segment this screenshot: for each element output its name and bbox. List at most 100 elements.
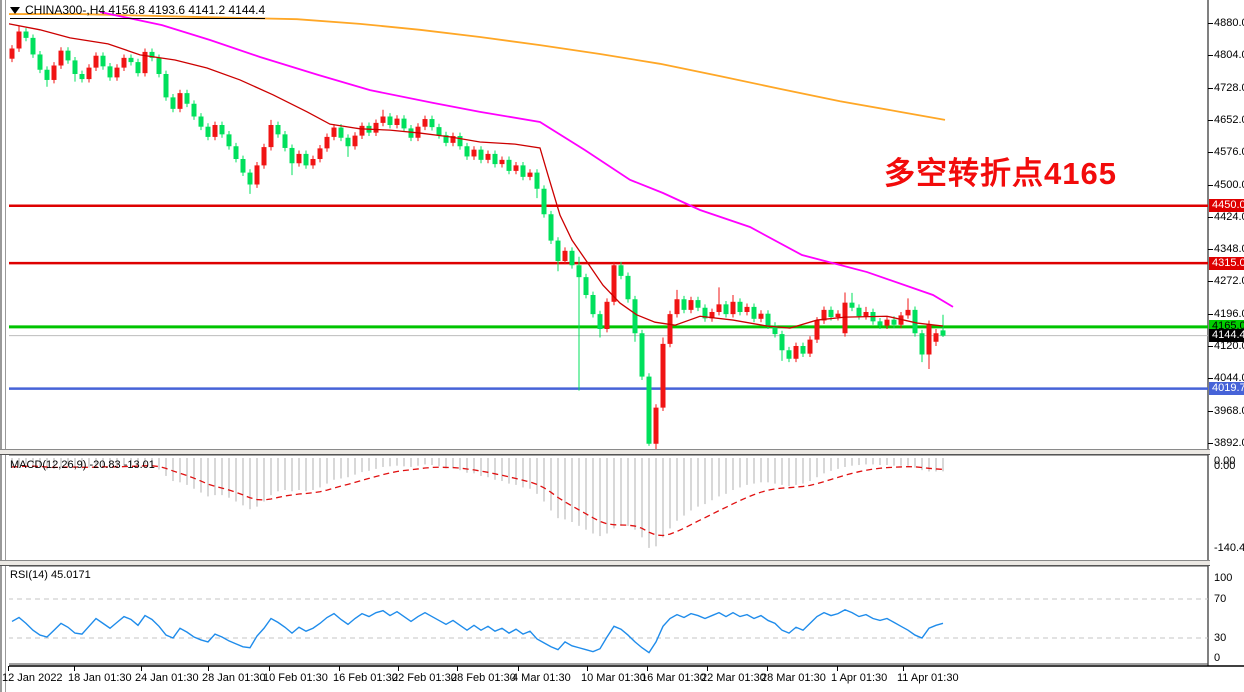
candle-body — [205, 126, 211, 137]
candle-body — [100, 55, 106, 67]
candle-body — [541, 188, 547, 215]
price-tick-label[interactable]: 4500.0 — [1214, 178, 1244, 191]
candle-body — [233, 146, 239, 159]
date-tick-label[interactable]: 1 Apr 01:30 — [831, 672, 888, 684]
symbol-title-row: CHINA300-,H4 4156.8 4193.6 4141.2 4144.4 — [10, 3, 266, 19]
candle-body — [730, 301, 736, 315]
price-tick-label[interactable]: 4196.0 — [1214, 307, 1244, 320]
candle-body — [121, 57, 127, 68]
time-tick-mark — [837, 666, 838, 671]
date-tick-label[interactable]: 28 Mar 01:30 — [761, 672, 826, 684]
candle-body — [786, 350, 792, 359]
macd-axis-zero[interactable]: 0.00 — [1214, 460, 1236, 472]
annotation-text: 多空转折点4165 — [884, 156, 1117, 191]
chevron-down-icon[interactable] — [10, 6, 20, 14]
time-tick-mark — [208, 666, 209, 671]
candle-body — [457, 136, 463, 147]
candle-body — [226, 134, 232, 147]
macd-axis-min[interactable]: -140.44 — [1214, 542, 1244, 554]
candle-body — [247, 172, 253, 185]
candles-layer[interactable] — [9, 25, 946, 454]
macd-axis-max[interactable]: 0.00 — [1214, 455, 1236, 467]
rsi-axis-label[interactable]: 30 — [1214, 632, 1227, 644]
panel-splitter[interactable] — [0, 449, 1210, 455]
price-tick-label[interactable]: 4272.0 — [1214, 275, 1244, 288]
candle-body — [219, 125, 225, 135]
price-tick-label[interactable]: 4652.0 — [1214, 113, 1244, 126]
price-tick-label[interactable]: 4880.0 — [1214, 17, 1244, 29]
date-tick-label[interactable]: 16 Feb 01:30 — [333, 672, 398, 684]
rsi-axis-label[interactable]: 0 — [1214, 652, 1221, 664]
candle-body — [765, 313, 771, 326]
candle-body — [793, 346, 799, 359]
candle-body — [282, 134, 288, 148]
candle-body — [254, 165, 260, 185]
macd-layer[interactable] — [11, 458, 944, 548]
time-tick-mark — [269, 666, 270, 671]
date-tick-label[interactable]: 16 Mar 01:30 — [641, 672, 706, 684]
date-tick-label[interactable]: 11 Apr 01:30 — [897, 672, 959, 684]
candle-body — [128, 57, 134, 63]
candle-body — [380, 116, 386, 123]
candle-body — [842, 302, 848, 334]
price-tick-label[interactable]: 4348.0 — [1214, 243, 1244, 256]
candle-body — [562, 250, 568, 261]
price-tick-label[interactable]: 4424.0 — [1214, 210, 1244, 223]
rsi-axis-label[interactable]: 100 — [1214, 572, 1233, 584]
date-tick-label[interactable]: 12 Jan 2022 — [2, 672, 63, 684]
price-tick-label[interactable]: 3892.0 — [1214, 436, 1244, 449]
price-tick-mark — [1208, 119, 1213, 121]
date-tick-label[interactable]: 28 Feb 01:30 — [451, 672, 516, 684]
candle-body — [653, 407, 659, 444]
candle-body — [310, 159, 316, 166]
candle-body — [919, 333, 925, 355]
candle-body — [499, 159, 505, 165]
candle-body — [660, 343, 666, 408]
price-tick-label[interactable]: 4576.0 — [1214, 146, 1244, 159]
date-tick-label[interactable]: 4 Mar 01:30 — [512, 672, 571, 684]
candle-body — [807, 339, 813, 354]
candle-body — [618, 265, 624, 276]
candle-body — [688, 300, 694, 310]
date-tick-label[interactable]: 10 Feb 01:30 — [263, 672, 328, 684]
candle-body — [184, 93, 190, 104]
candle-body — [58, 50, 64, 66]
candle-body — [401, 118, 407, 129]
price-tick-mark — [1208, 281, 1213, 283]
price-tick-label[interactable]: 4804.0 — [1214, 49, 1244, 62]
date-tick-label[interactable]: 10 Mar 01:30 — [581, 672, 646, 684]
date-tick-label[interactable]: 18 Jan 01:30 — [68, 672, 132, 684]
candle-body — [191, 103, 197, 117]
candle-body — [478, 149, 484, 160]
candle-body — [772, 325, 778, 335]
ma-fast-red — [0, 21, 944, 329]
price-tick-label[interactable]: 4044.0 — [1214, 372, 1244, 385]
date-tick-label[interactable]: 22 Mar 01:30 — [701, 672, 766, 684]
candle-body — [198, 116, 204, 127]
candle-body — [751, 306, 757, 319]
date-tick-label[interactable]: 28 Jan 01:30 — [202, 672, 266, 684]
candle-body — [884, 319, 890, 326]
price-tick-mark — [1208, 378, 1213, 380]
macd-signal-line — [11, 465, 944, 537]
price-tick-label[interactable]: 3968.0 — [1214, 404, 1244, 417]
price-tick-mark — [1208, 23, 1213, 24]
price-tick-label[interactable]: 4120.0 — [1214, 340, 1244, 352]
date-tick-label[interactable]: 24 Jan 01:30 — [135, 672, 199, 684]
candle-body — [814, 320, 820, 340]
time-tick-mark — [74, 666, 75, 671]
candle-body — [849, 302, 855, 308]
ma-slow-orange — [0, 13, 946, 121]
candle-body — [716, 304, 722, 312]
price-tick-label[interactable]: 4728.0 — [1214, 81, 1244, 94]
candle-body — [114, 67, 120, 78]
candle-body — [261, 147, 267, 166]
date-tick-label[interactable]: 22 Feb 01:30 — [392, 672, 457, 684]
candle-body — [590, 295, 596, 315]
panel-splitter[interactable] — [0, 560, 1210, 566]
candle-body — [352, 135, 358, 147]
candle-body — [72, 60, 78, 74]
rsi-axis-label[interactable]: 70 — [1214, 593, 1227, 605]
